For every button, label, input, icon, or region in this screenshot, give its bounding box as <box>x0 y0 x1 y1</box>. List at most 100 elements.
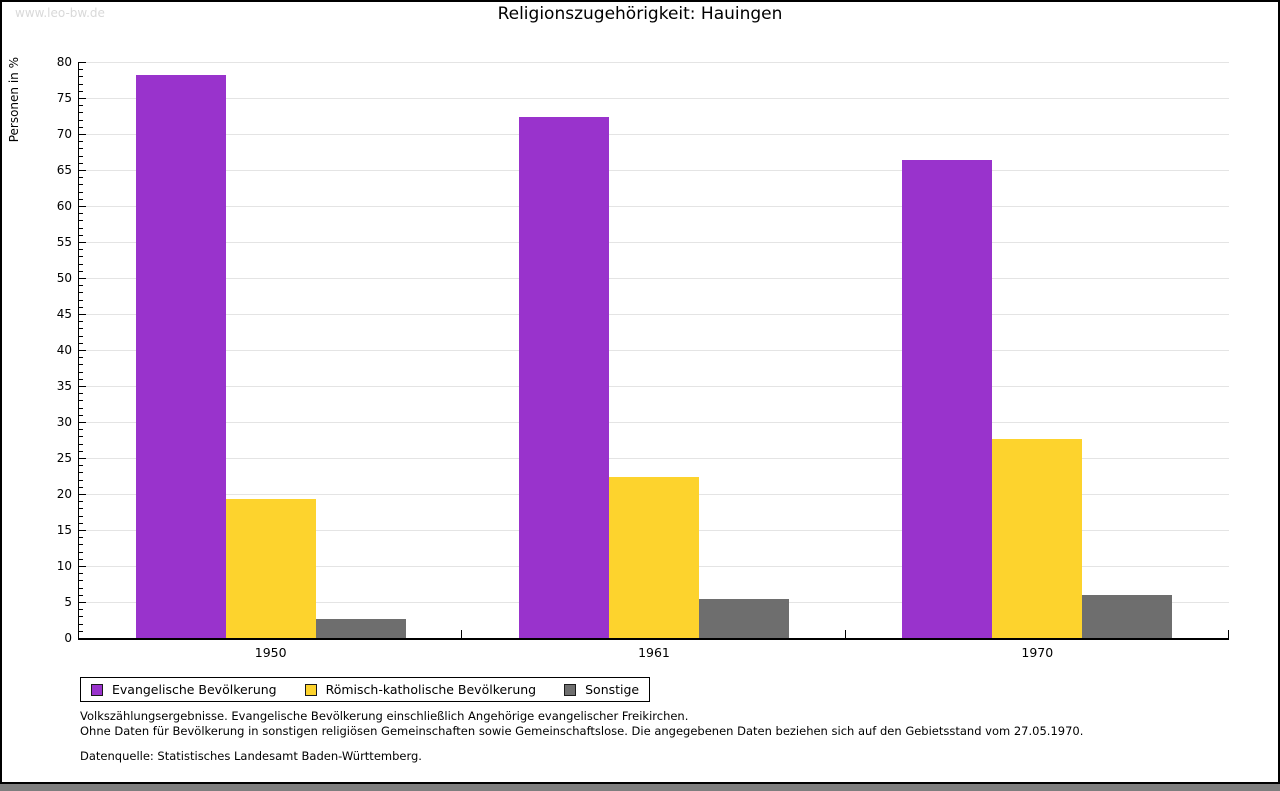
y-minor-tick <box>79 400 83 402</box>
y-minor-tick <box>79 515 83 517</box>
legend-swatch <box>304 683 317 696</box>
y-minor-tick <box>79 198 83 200</box>
y-minor-tick <box>79 594 83 596</box>
bar <box>519 117 609 638</box>
y-tick-label: 55 <box>56 235 72 249</box>
y-minor-tick <box>79 587 83 589</box>
gridline <box>79 458 1229 459</box>
footer-notes: Volkszählungsergebnisse. Evangelische Be… <box>80 709 1230 764</box>
y-minor-tick <box>79 234 83 236</box>
footer-line-1: Volkszählungsergebnisse. Evangelische Be… <box>80 709 689 723</box>
y-minor-tick <box>79 357 83 359</box>
gridline <box>79 422 1229 423</box>
gridline <box>79 314 1229 315</box>
legend-item: Sonstige <box>564 682 639 697</box>
y-major-tick <box>79 206 86 207</box>
y-tick-label: 0 <box>64 631 72 645</box>
y-minor-tick <box>79 537 83 539</box>
y-minor-tick <box>79 630 83 632</box>
legend-item: Römisch-katholische Bevölkerung <box>304 682 537 697</box>
y-minor-tick <box>79 227 83 229</box>
y-minor-tick <box>79 450 83 452</box>
y-tick-label: 75 <box>56 91 72 105</box>
y-major-tick <box>79 134 86 135</box>
y-tick-label: 70 <box>56 127 72 141</box>
y-tick-label: 5 <box>64 595 72 609</box>
y-minor-tick <box>79 407 83 409</box>
y-tick-label: 80 <box>56 55 72 69</box>
y-minor-tick <box>79 76 83 78</box>
y-minor-tick <box>79 321 83 323</box>
y-minor-tick <box>79 119 83 121</box>
y-major-tick <box>79 350 86 351</box>
y-major-tick <box>79 98 86 99</box>
y-major-tick <box>79 242 86 243</box>
y-major-tick <box>79 458 86 459</box>
y-minor-tick <box>79 551 83 553</box>
y-minor-tick <box>79 393 83 395</box>
y-minor-tick <box>79 616 83 618</box>
y-major-tick <box>79 314 86 315</box>
y-minor-tick <box>79 191 83 193</box>
legend-swatch <box>564 683 577 696</box>
y-tick-label: 60 <box>56 199 72 213</box>
y-minor-tick <box>79 90 83 92</box>
legend-label: Sonstige <box>585 682 640 697</box>
y-major-tick <box>79 494 86 495</box>
legend-item: Evangelische Bevölkerung <box>91 682 277 697</box>
y-tick-label: 30 <box>56 415 72 429</box>
y-minor-tick <box>79 184 83 186</box>
bar <box>902 159 993 638</box>
y-minor-tick <box>79 220 83 222</box>
y-minor-tick <box>79 429 83 431</box>
y-minor-tick <box>79 69 83 71</box>
y-tick-label: 35 <box>56 379 72 393</box>
y-tick-label: 65 <box>56 163 72 177</box>
y-minor-tick <box>79 486 83 488</box>
y-minor-tick <box>79 105 83 107</box>
y-major-tick <box>79 602 86 603</box>
y-minor-tick <box>79 364 83 366</box>
y-major-tick <box>79 386 86 387</box>
y-tick-label: 15 <box>56 523 72 537</box>
legend-swatch <box>91 683 103 696</box>
bar <box>315 619 406 638</box>
y-minor-tick <box>79 465 83 467</box>
y-tick-label: 40 <box>56 343 72 357</box>
y-minor-tick <box>79 342 83 344</box>
y-minor-tick <box>79 573 83 575</box>
gridline <box>79 278 1229 279</box>
y-minor-tick <box>79 335 83 337</box>
legend-label: Römisch-katholische Bevölkerung <box>325 682 537 697</box>
y-minor-tick <box>79 83 83 85</box>
bar <box>699 599 789 638</box>
bar <box>135 74 226 638</box>
bar <box>609 477 699 638</box>
y-minor-tick <box>79 479 83 481</box>
y-minor-tick <box>79 263 83 265</box>
footer-source: Datenquelle: Statistisches Landesamt Bad… <box>80 749 422 763</box>
y-minor-tick <box>79 501 83 503</box>
y-minor-tick <box>79 112 83 114</box>
y-major-tick <box>79 422 86 423</box>
gridline <box>79 386 1229 387</box>
y-minor-tick <box>79 414 83 416</box>
y-tick-label: 25 <box>56 451 72 465</box>
y-minor-tick <box>79 177 83 179</box>
gridline <box>79 134 1229 135</box>
y-tick-label: 50 <box>56 271 72 285</box>
y-minor-tick <box>79 580 83 582</box>
y-major-tick <box>79 638 86 639</box>
x-axis-tick <box>461 630 463 638</box>
footer-line-2: Ohne Daten für Bevölkerung in sonstigen … <box>80 723 1084 738</box>
bar <box>992 439 1083 638</box>
y-minor-tick <box>79 378 83 380</box>
y-tick-label: 10 <box>56 559 72 573</box>
y-minor-tick <box>79 299 83 301</box>
gridline <box>79 206 1229 207</box>
y-minor-tick <box>79 126 83 128</box>
y-minor-tick <box>79 155 83 157</box>
y-minor-tick <box>79 436 83 438</box>
y-minor-tick <box>79 162 83 164</box>
